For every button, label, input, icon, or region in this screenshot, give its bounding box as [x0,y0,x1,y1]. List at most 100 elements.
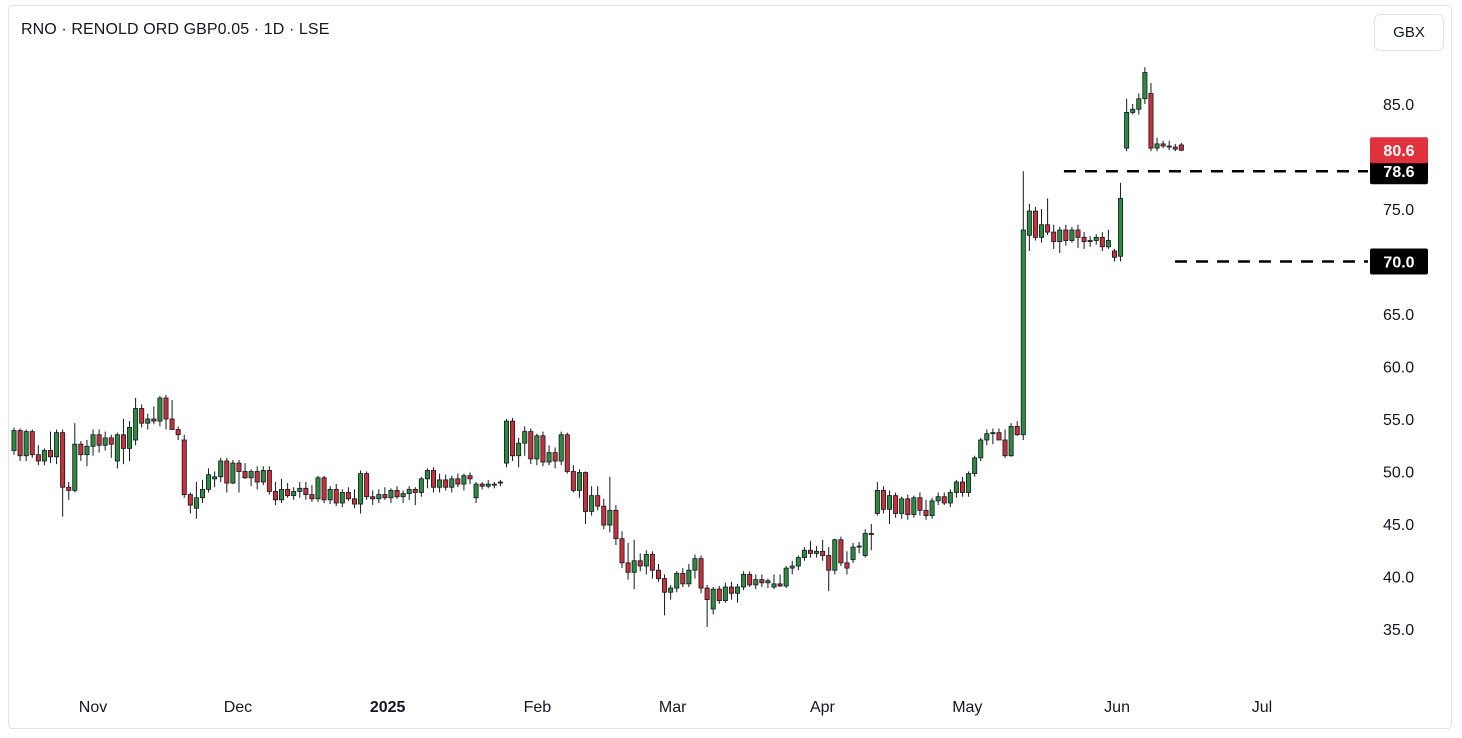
candle[interactable] [254,466,260,490]
candle[interactable] [643,550,649,575]
candle[interactable] [631,539,637,590]
candle[interactable] [1099,232,1105,251]
candle[interactable] [953,479,959,498]
candle[interactable] [279,478,285,503]
candle[interactable] [66,482,72,500]
candle[interactable] [84,440,90,467]
candle[interactable] [1148,83,1154,152]
candle[interactable] [546,445,552,466]
candle[interactable] [248,469,254,487]
candle[interactable] [589,486,595,516]
candle[interactable] [722,582,728,603]
candle[interactable] [1087,236,1093,247]
candle[interactable] [534,433,540,466]
candle[interactable] [759,574,765,587]
candle[interactable] [625,542,631,580]
candle[interactable] [832,538,838,575]
candle[interactable] [23,429,29,462]
candle[interactable] [1002,429,1008,458]
candle[interactable] [272,482,278,506]
candle[interactable] [966,471,972,497]
candle[interactable] [1045,198,1051,236]
candle[interactable] [437,473,443,493]
candle[interactable] [327,486,333,505]
candle[interactable] [431,467,437,493]
candle[interactable] [637,553,643,572]
candle[interactable] [388,488,394,503]
candle[interactable] [1172,143,1178,152]
candle[interactable] [564,432,570,474]
candle[interactable] [242,463,248,479]
candle[interactable] [303,482,309,500]
candle[interactable] [850,542,856,563]
candle[interactable] [1111,248,1117,262]
candle[interactable] [260,466,266,486]
candle[interactable] [941,492,947,506]
candle[interactable] [668,584,674,600]
candle[interactable] [583,471,589,525]
candle[interactable] [552,447,558,469]
candle[interactable] [868,524,874,551]
currency-button[interactable]: GBX [1374,14,1444,51]
candle[interactable] [1069,226,1075,243]
candle[interactable] [771,574,777,590]
candle[interactable] [193,482,199,519]
candle[interactable] [935,492,941,506]
candle[interactable] [735,583,741,603]
candle[interactable] [522,426,528,456]
candle[interactable] [370,490,376,506]
candle[interactable] [1105,230,1111,249]
candle[interactable] [862,529,868,558]
candle[interactable] [801,547,807,561]
candle[interactable] [315,475,321,502]
candle[interactable] [358,470,364,514]
candle[interactable] [236,459,242,493]
candle[interactable] [266,466,272,495]
candle[interactable] [503,419,509,468]
candle[interactable] [576,469,582,498]
candle[interactable] [728,581,734,600]
candle[interactable] [181,434,187,498]
candle[interactable] [139,404,145,428]
candle[interactable] [540,431,546,467]
candle[interactable] [1154,137,1160,152]
candle[interactable] [777,574,783,587]
candle[interactable] [461,473,467,491]
candle[interactable] [212,471,218,488]
candle[interactable] [619,531,625,569]
candle[interactable] [662,574,668,616]
candle[interactable] [406,486,412,500]
candle[interactable] [412,487,418,506]
candle[interactable] [887,490,893,524]
candle[interactable] [345,487,351,501]
candle[interactable] [929,497,935,519]
candle[interactable] [1130,104,1136,115]
candle[interactable] [108,434,114,458]
candle[interactable] [394,486,400,499]
candle[interactable] [1063,224,1069,246]
candle[interactable] [96,429,102,453]
candle[interactable] [218,457,224,482]
candle[interactable] [978,437,984,461]
candle[interactable] [880,486,886,514]
candle[interactable] [570,465,576,493]
candle[interactable] [1142,67,1148,104]
candle[interactable] [35,445,41,466]
candle[interactable] [753,574,759,590]
candle[interactable] [157,395,163,427]
candle[interactable] [856,541,862,554]
candle[interactable] [959,476,965,497]
candle[interactable] [1057,226,1063,254]
candle[interactable] [285,483,291,498]
candle[interactable] [102,431,108,451]
candle[interactable] [163,394,169,430]
candle[interactable] [291,487,297,500]
candle[interactable] [984,429,990,446]
candle[interactable] [175,426,181,440]
candle[interactable] [479,482,485,490]
candle[interactable] [491,482,497,489]
candle[interactable] [674,571,680,593]
candle[interactable] [692,554,698,579]
candle[interactable] [716,585,722,604]
